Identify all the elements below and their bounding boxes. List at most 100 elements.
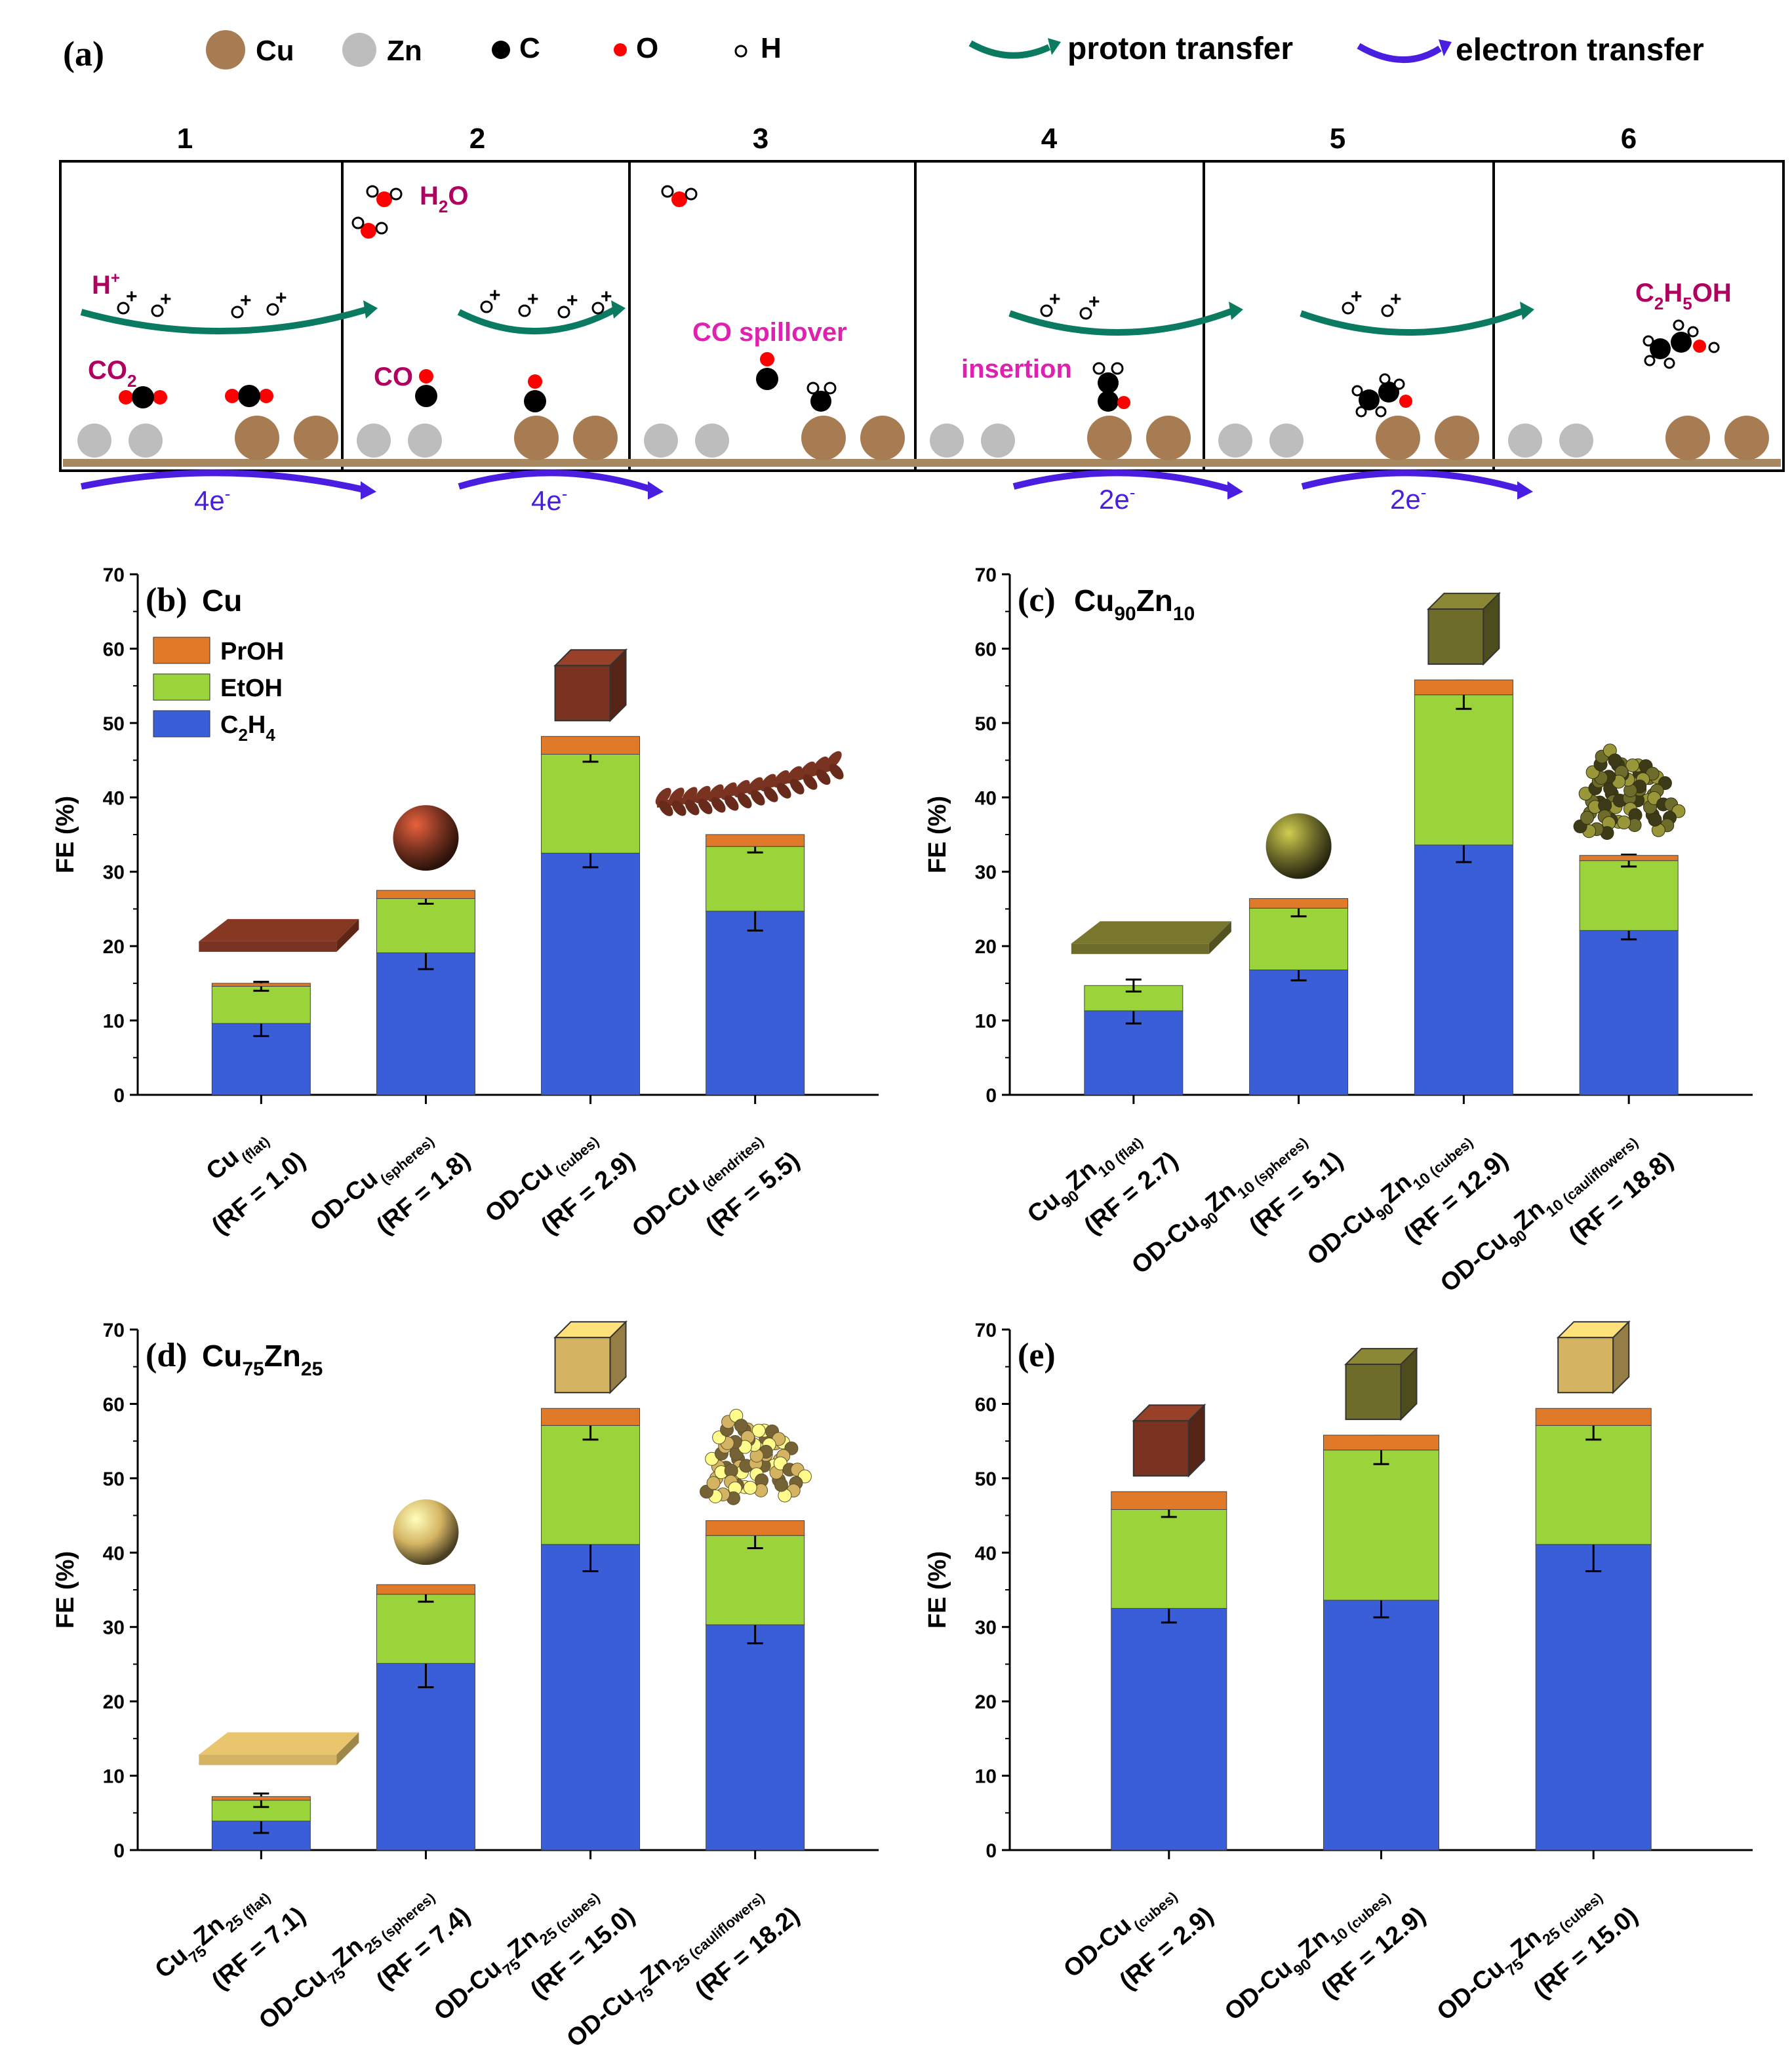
panel-b-y-tick-label: 10 <box>103 1011 125 1033</box>
morphology-dendrite-icon-leaf <box>826 751 842 769</box>
panel-e-y-tick-label: 60 <box>975 1394 997 1415</box>
legend-formula-part: H <box>248 711 266 739</box>
electron-arrow-icon <box>458 469 656 494</box>
electron-arrow-icon <box>81 469 368 494</box>
morphology-flat-icon <box>1071 921 1231 944</box>
zn-atom-2 <box>357 424 391 458</box>
zn-atom-4 <box>930 424 964 458</box>
o-atom <box>419 369 433 384</box>
title-sub: 25 <box>301 1358 323 1380</box>
zn-atom-5 <box>1269 424 1304 458</box>
h-atom <box>557 306 570 319</box>
h-atom <box>1355 406 1367 418</box>
bar-etoh <box>376 898 475 953</box>
c-atom <box>810 391 831 412</box>
h-atom <box>389 187 403 201</box>
panel-c-label: (c) <box>1018 582 1056 619</box>
bar-proh <box>1249 898 1349 909</box>
atom-legend: Cu Zn C O H <box>206 30 782 69</box>
morphology-dendrite-icon-leaf <box>803 774 818 790</box>
c-atom <box>1098 372 1119 393</box>
plus-sign: + <box>126 286 138 307</box>
cu-atom-3 <box>860 416 905 460</box>
zn-atom-5 <box>1218 424 1252 458</box>
h-atom <box>266 303 279 316</box>
electron-arrow-icon <box>1012 469 1235 494</box>
morphology-cube-icon <box>554 1337 611 1394</box>
morphology-dendrite-icon-leaf <box>747 777 763 795</box>
panel-e-y-tick-label: 40 <box>975 1543 997 1564</box>
morphology-dendrite-icon-leaf <box>829 764 844 779</box>
h-atom <box>1079 307 1092 320</box>
morphology-cauliflower-icon-bud <box>1625 758 1640 772</box>
panel-b-y-tick-label: 70 <box>103 564 125 586</box>
reaction-scheme: (a) Cu Zn C O H proton transfer electron… <box>59 30 1785 516</box>
legend-proton-label: proton transfer <box>1067 31 1293 66</box>
plus-sign: + <box>1390 288 1402 310</box>
plus-sign: + <box>567 290 578 311</box>
morphology-dendrite-icon-leaf <box>711 797 726 813</box>
h-atom <box>806 382 820 395</box>
h-atom <box>1092 362 1105 375</box>
c-atom <box>1650 338 1671 359</box>
morphology-dendrite-icon-leaf <box>763 786 778 802</box>
h-atom <box>1375 406 1387 418</box>
legend-cu-label: Cu <box>256 35 294 67</box>
h-atom <box>1351 385 1363 397</box>
cu-atom-icon <box>206 30 245 69</box>
legend-electron-label: electron transfer <box>1456 33 1704 68</box>
c-atom <box>1098 391 1119 412</box>
title-main: Cu <box>202 1339 242 1373</box>
h-atom <box>1644 355 1656 366</box>
bar-etoh <box>541 753 641 854</box>
panel-d-y-axis-label: FE (%) <box>52 1551 79 1628</box>
cu-atom-5 <box>1376 416 1420 460</box>
electrons-step1-label: 4e- <box>194 484 230 516</box>
h-atom <box>1663 357 1675 369</box>
c-atom <box>415 385 437 407</box>
bar-proh <box>211 983 311 987</box>
morphology-dendrite-icon-leaf <box>671 800 687 816</box>
bar-etoh <box>376 1594 475 1664</box>
panel-e-y-axis-label: FE (%) <box>924 1551 951 1628</box>
o-atom <box>259 389 273 403</box>
panel-b-y-tick-label: 30 <box>103 862 125 884</box>
zn-atom-1 <box>77 424 111 458</box>
morphology-dendrite-icon-leaf <box>698 799 713 814</box>
cu-atom-3 <box>801 416 846 460</box>
bar-proh <box>1579 855 1679 861</box>
title-main: Cu <box>202 583 242 618</box>
h-atom <box>1673 319 1684 331</box>
plus-sign: + <box>489 285 501 306</box>
h-atom <box>1687 326 1699 338</box>
bar-c2h4 <box>1111 1608 1227 1851</box>
h-atom-icon <box>734 45 747 58</box>
morphology-flat-icon-edge <box>199 941 337 952</box>
morphology-dendrite-icon-leaf <box>685 799 700 816</box>
panel-label-a: (a) <box>63 34 104 73</box>
bar-proh <box>706 834 805 847</box>
bar-etoh <box>1111 1509 1227 1609</box>
panel-b-y-tick-label: 60 <box>103 639 125 660</box>
morphology-cauliflower-icon-bud <box>706 1476 721 1490</box>
cu-atom-2 <box>514 416 559 460</box>
h-atom <box>231 306 244 319</box>
bar-c2h4 <box>1323 1600 1439 1851</box>
c-atom <box>1671 332 1692 353</box>
panel-c-y-tick-label: 70 <box>975 564 997 586</box>
h-atom <box>1393 378 1405 390</box>
morphology-dendrite-icon-leaf <box>655 787 671 806</box>
bar-etoh <box>1249 907 1349 970</box>
h-atom <box>824 382 837 395</box>
bar-etoh <box>1323 1450 1439 1601</box>
bar-c2h4 <box>1084 1010 1184 1095</box>
proton-arrowhead-icon <box>1229 302 1243 320</box>
legend-formula-part: 4 <box>266 725 275 745</box>
panel-b-y-axis-label: FE (%) <box>52 796 79 873</box>
h-atom <box>1643 335 1654 347</box>
morphology-dendrite-icon-leaf <box>799 761 816 779</box>
h-atom <box>117 302 130 315</box>
morphology-flat-icon-side <box>336 918 359 952</box>
morphology-dendrite-icon-leaf <box>694 785 711 804</box>
zn-atom-1 <box>129 424 163 458</box>
